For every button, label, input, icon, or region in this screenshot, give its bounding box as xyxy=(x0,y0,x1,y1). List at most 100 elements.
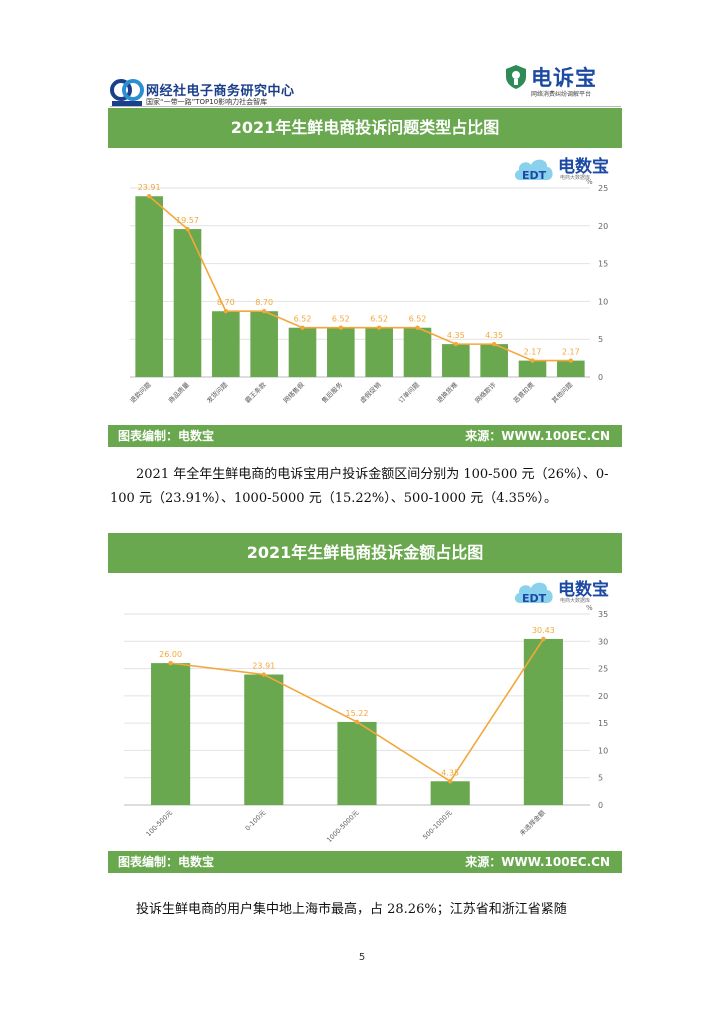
y-tick-label: 5 xyxy=(598,335,603,344)
bar xyxy=(518,360,547,377)
trend-point xyxy=(530,358,535,363)
data-label: 4.35 xyxy=(447,331,465,340)
watermark-title: 电数宝 xyxy=(558,580,609,600)
chart1: % 0 5 10 15 20 25 退款问题 商品质量 发货问题 霸王条款 网络售假 售后服务 虚假促销订… xyxy=(128,178,608,405)
data-label: 19.57 xyxy=(176,216,199,225)
data-label: 2.17 xyxy=(562,348,580,357)
x-tick-label: 未选择金额 xyxy=(517,808,547,838)
data-label: 23.91 xyxy=(138,183,161,192)
trend-point xyxy=(453,341,459,347)
chart2-footer-left: 图表编制：电数宝 xyxy=(118,855,215,869)
trend-point xyxy=(491,341,497,347)
trend-point xyxy=(185,226,190,232)
ec-logo-subtitle: 国家“一带一路”TOP10影响力社会智库 xyxy=(146,98,268,106)
chart1-title-bar: 2021年生鲜电商投诉问题类型占比图 xyxy=(108,108,622,148)
x-tick-label: 500-1000元 xyxy=(421,808,454,841)
x-tick-label: 网络欺诈 xyxy=(473,380,498,405)
bar xyxy=(250,311,278,377)
x-tick-label: 100-500元 xyxy=(145,808,175,838)
bar xyxy=(337,721,377,805)
bar xyxy=(557,360,585,377)
data-label: 6.52 xyxy=(332,315,350,324)
bar xyxy=(244,674,284,805)
data-label: 6.52 xyxy=(409,315,427,324)
bar xyxy=(173,229,202,377)
chart1-title: 2021年生鲜电商投诉问题类型占比图 xyxy=(230,118,500,137)
y-tick-label: 0 xyxy=(598,801,603,810)
chart2-watermark: EDT 电数宝 电商大数据库 xyxy=(512,573,622,613)
bar xyxy=(430,781,470,805)
cloud-icon: EDT xyxy=(514,159,553,182)
x-tick-label: 退换货难 xyxy=(434,380,459,405)
x-tick-label: 网络售假 xyxy=(281,380,306,405)
ec-logo-icon xyxy=(110,79,144,107)
x-tick-label: 0-100元 xyxy=(244,808,268,832)
paragraph-amount-summary: 2021 年全年生鲜电商的电诉宝用户投诉金额区间分别为 100-500 元（26… xyxy=(110,467,609,506)
y-tick-label: 20 xyxy=(598,692,608,701)
y-tick-label: 25 xyxy=(598,665,608,674)
bar xyxy=(480,344,508,377)
trend-point xyxy=(376,325,382,330)
chart2-footer-right: 来源：WWW.100EC.CN xyxy=(465,855,610,869)
chart2-title: 2021年生鲜电商投诉金额占比图 xyxy=(246,543,484,562)
bar xyxy=(135,196,163,377)
bar xyxy=(365,327,393,377)
chart1-footer: 图表编制：电数宝 来源：WWW.100EC.CN xyxy=(108,425,622,447)
header-divider xyxy=(110,106,621,107)
y-tick-label: 5 xyxy=(598,774,603,783)
x-tick-label: 1000-5000元 xyxy=(325,808,361,844)
bar xyxy=(151,663,191,805)
trend-point xyxy=(354,719,360,725)
y-tick-label: 15 xyxy=(598,260,608,269)
y-tick-label: 30 xyxy=(598,637,608,646)
ec-logo: 网经社电子商务研究中心 国家“一带一路”TOP10影响力社会智库 xyxy=(110,78,310,110)
y-tick-label: 0 xyxy=(598,373,603,382)
bar xyxy=(403,327,432,377)
trend-point xyxy=(168,660,173,666)
watermark-subtitle: 电商大数据库 xyxy=(560,598,591,604)
data-label: 23.91 xyxy=(252,662,275,671)
bar xyxy=(288,327,317,377)
cloud-icon: EDT xyxy=(514,582,553,605)
ec-logo-title: 网经社电子商务研究中心 xyxy=(146,84,295,99)
trend-point xyxy=(338,325,344,330)
shield-icon xyxy=(506,65,526,89)
y-tick-label: 25 xyxy=(598,184,608,193)
chart2: % 0 5 10 15 20 25 30 35 100-500元 0-100元 1000-5000元 5… xyxy=(124,604,608,844)
trend-point xyxy=(568,358,574,363)
y-axis-unit: % xyxy=(586,604,593,612)
bar xyxy=(523,638,563,805)
chart1-watermark: EDT 电数宝 电商大数据库 xyxy=(512,150,622,190)
y-tick-label: 35 xyxy=(598,610,608,619)
y-tick-label: 10 xyxy=(598,746,608,755)
x-tick-label: 退款问题 xyxy=(128,380,153,405)
bar xyxy=(327,327,355,377)
x-tick-label: 订单问题 xyxy=(396,380,421,405)
chart2-title-bar: 2021年生鲜电商投诉金额占比图 xyxy=(108,533,622,573)
watermark-subtitle: 电商大数据库 xyxy=(560,175,591,181)
x-tick-label: 售后服务 xyxy=(319,380,344,405)
watermark-title: 电数宝 xyxy=(558,157,609,177)
data-label: 4.35 xyxy=(485,331,503,340)
trend-point xyxy=(146,194,152,199)
trend-point xyxy=(541,636,546,642)
dianshubao-logo: 电诉宝 网络消费纠纷调解平台 xyxy=(505,62,615,102)
data-label: 8.70 xyxy=(217,298,235,307)
trend-point xyxy=(415,325,420,330)
dianshubao-title: 电诉宝 xyxy=(531,66,597,90)
page-number: 5 xyxy=(358,952,366,963)
trend-point xyxy=(448,779,453,784)
data-label: 2.17 xyxy=(524,348,542,357)
y-tick-label: 10 xyxy=(598,297,608,306)
x-tick-label: 虚假促销 xyxy=(358,380,383,405)
bar xyxy=(442,344,470,377)
data-label: 30.43 xyxy=(532,626,555,635)
svg-text:EDT: EDT xyxy=(522,592,547,605)
bar xyxy=(212,311,240,377)
data-label: 6.52 xyxy=(294,315,312,324)
data-label: 6.52 xyxy=(370,315,388,324)
y-axis-unit: % xyxy=(586,178,593,186)
dianshubao-subtitle: 网络消费纠纷调解平台 xyxy=(531,91,592,98)
data-label: 8.70 xyxy=(255,298,273,307)
trend-point xyxy=(261,672,266,677)
